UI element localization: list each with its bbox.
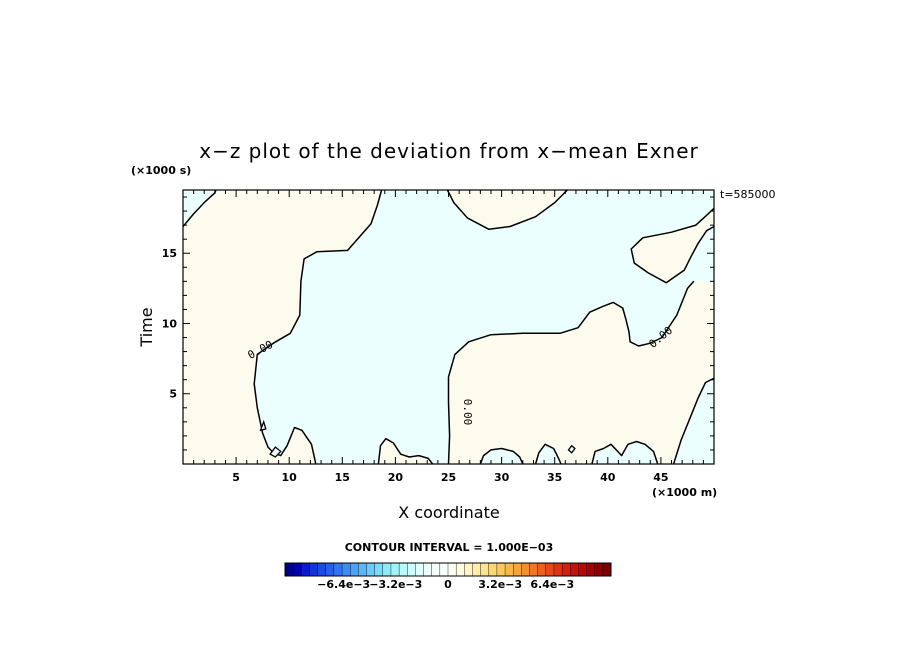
zero-contour-line bbox=[591, 440, 659, 464]
colorbar-swatch bbox=[586, 562, 596, 577]
colorbar-swatch bbox=[284, 562, 294, 577]
zero-contour-line bbox=[534, 443, 562, 464]
colorbar-swatch bbox=[553, 562, 563, 577]
y-units-label: (×1000 s) bbox=[131, 164, 191, 177]
colorbar-swatch bbox=[333, 562, 343, 577]
y-tick-labels: 5 10 15 bbox=[162, 247, 178, 401]
colorbar-swatch bbox=[455, 562, 465, 577]
colorbar-swatch bbox=[513, 562, 522, 577]
colorbar-swatch bbox=[301, 562, 310, 577]
negative-region-fill bbox=[183, 190, 714, 464]
colorbar-tick-label: 3.2e−3 bbox=[478, 578, 522, 591]
x-tick-label: 30 bbox=[494, 471, 510, 484]
zero-contour-line bbox=[253, 190, 383, 464]
colorbar-swatch bbox=[561, 562, 571, 577]
colorbar-swatch bbox=[407, 562, 416, 577]
colorbar-swatch bbox=[464, 562, 473, 577]
colorbar-swatch bbox=[325, 562, 335, 577]
y-tick-label: 15 bbox=[162, 247, 177, 260]
colorbar-swatch bbox=[317, 562, 327, 577]
colorbar-swatch bbox=[390, 562, 400, 577]
chart-title: x−z plot of the deviation from x−mean Ex… bbox=[199, 139, 699, 163]
zero-contour-line bbox=[446, 190, 568, 231]
plot-area: 0.00 0.00 0.00 bbox=[182, 189, 715, 465]
colorbar-swatch bbox=[398, 562, 408, 577]
colorbar-swatch bbox=[537, 562, 547, 577]
colorbar-swatch bbox=[374, 562, 384, 577]
zero-contour-lines bbox=[183, 190, 714, 464]
plot-frame bbox=[182, 189, 715, 465]
colorbar-labels: −6.4e−3 −3.2e−3 0 3.2e−3 6.4e−3 bbox=[317, 578, 574, 591]
colorbar-swatch bbox=[309, 562, 319, 577]
colorbar-swatch bbox=[415, 562, 425, 577]
colorbar-swatch bbox=[578, 562, 588, 577]
colorbar-swatch bbox=[431, 562, 441, 577]
colorbar-swatch bbox=[594, 562, 604, 577]
x-tick-label: 45 bbox=[653, 471, 668, 484]
colorbar-swatch bbox=[496, 562, 506, 577]
y-tick-label: 5 bbox=[169, 388, 177, 401]
colorbar-swatch bbox=[545, 562, 555, 577]
x-tick-label: 10 bbox=[282, 471, 298, 484]
zero-contour-line bbox=[479, 447, 524, 464]
colorbar-swatch bbox=[521, 562, 530, 577]
colorbar-tick-label: 0 bbox=[444, 578, 452, 591]
contour-interval-label: CONTOUR INTERVAL = 1.000E−03 bbox=[345, 541, 554, 554]
negative-area bbox=[183, 190, 714, 464]
colorbar-tick-label: −3.2e−3 bbox=[369, 578, 422, 591]
colorbar-swatch bbox=[488, 562, 498, 577]
y-axis-label: Time bbox=[137, 307, 156, 347]
colorbar-swatch bbox=[504, 562, 514, 577]
zero-contour-island bbox=[269, 446, 282, 458]
colorbar-tick-label: −6.4e−3 bbox=[317, 578, 370, 591]
colorbar-swatch bbox=[447, 562, 457, 577]
colorbar-swatch bbox=[602, 562, 612, 577]
y-tick-label: 10 bbox=[162, 317, 178, 330]
time-stamp: t=585000 bbox=[720, 188, 776, 201]
x-tick-label: 15 bbox=[335, 471, 350, 484]
x-tick-label: 35 bbox=[547, 471, 562, 484]
colorbar-swatch bbox=[423, 562, 433, 577]
zero-contour-line bbox=[377, 437, 434, 464]
colorbar-swatch bbox=[292, 562, 302, 577]
colorbar-swatch bbox=[439, 562, 449, 577]
zero-contour-island bbox=[259, 419, 267, 432]
colorbar-swatch bbox=[341, 562, 351, 577]
contour-label: 0.00 bbox=[461, 399, 474, 426]
x-units-label: (×1000 m) bbox=[652, 486, 717, 499]
zero-contour-island bbox=[567, 444, 576, 454]
x-tick-label: 20 bbox=[388, 471, 404, 484]
colorbar-swatch bbox=[366, 562, 376, 577]
x-tick-label: 25 bbox=[441, 471, 456, 484]
x-tick-labels: 5 10 15 20 25 30 35 40 45 bbox=[232, 471, 668, 484]
axis-ticks bbox=[183, 190, 714, 464]
x-tick-label: 40 bbox=[600, 471, 616, 484]
colorbar-tick-label: 6.4e−3 bbox=[530, 578, 574, 591]
colorbar-swatch bbox=[472, 562, 482, 577]
colorbar-swatch bbox=[350, 562, 359, 577]
colorbar-swatch bbox=[382, 562, 392, 577]
zero-contour-line bbox=[630, 207, 714, 284]
zero-contour-line bbox=[447, 280, 695, 464]
zero-contour-line bbox=[672, 377, 714, 464]
x-tick-label: 5 bbox=[232, 471, 240, 484]
colorbar-swatch bbox=[358, 562, 368, 577]
colorbar bbox=[284, 562, 612, 577]
colorbar-swatch bbox=[570, 562, 579, 577]
colorbar-swatch bbox=[529, 562, 539, 577]
colorbar-swatch bbox=[480, 562, 490, 577]
colorbar-frame bbox=[284, 562, 612, 577]
x-axis-label: X coordinate bbox=[398, 503, 499, 522]
